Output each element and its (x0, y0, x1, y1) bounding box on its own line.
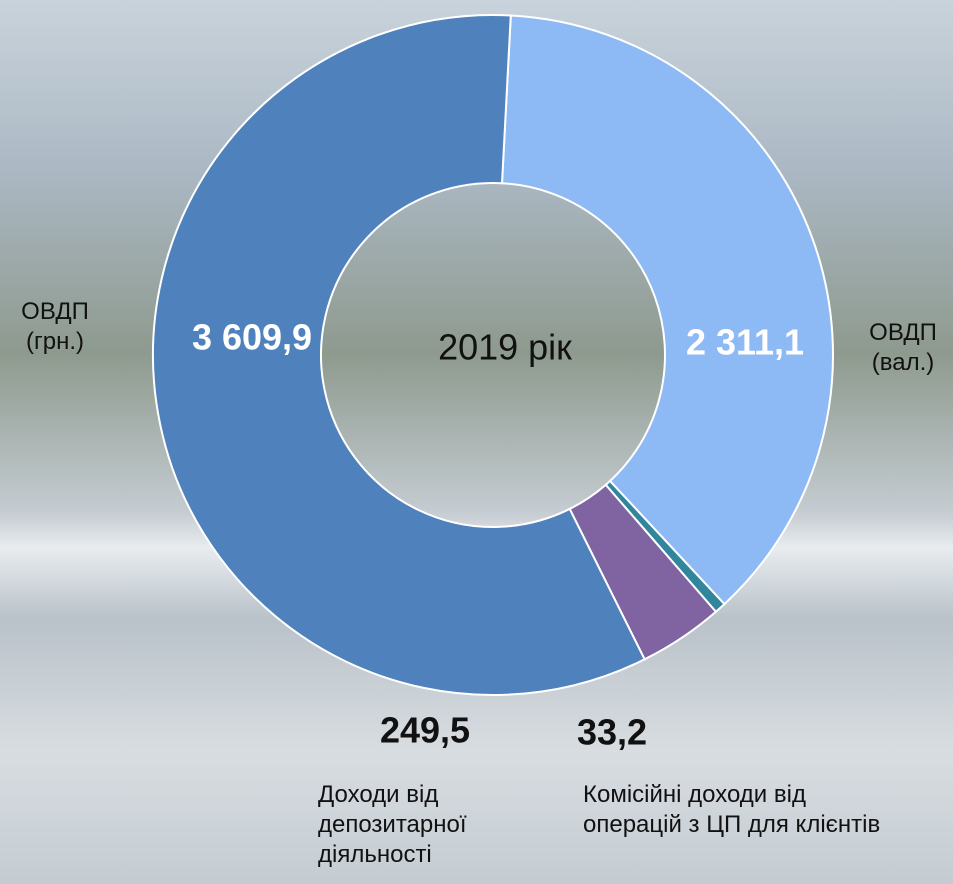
category-label: Комісійні доходи від операцій з ЦП для к… (583, 781, 881, 838)
center-label: 2019 рік (438, 327, 572, 368)
value-label: 3 609,9 (192, 317, 312, 358)
category-label: ОВДП (грн.) (21, 298, 89, 355)
donut-slice (500, 14, 834, 606)
category-label: Доходи від депозитарної діяльності (318, 781, 467, 868)
value-label: 2 311,1 (686, 322, 804, 363)
category-label: ОВДП (вал.) (869, 319, 937, 376)
value-label: 249,5 (380, 710, 470, 751)
value-label: 33,2 (577, 712, 647, 753)
donut-slice (152, 14, 646, 696)
